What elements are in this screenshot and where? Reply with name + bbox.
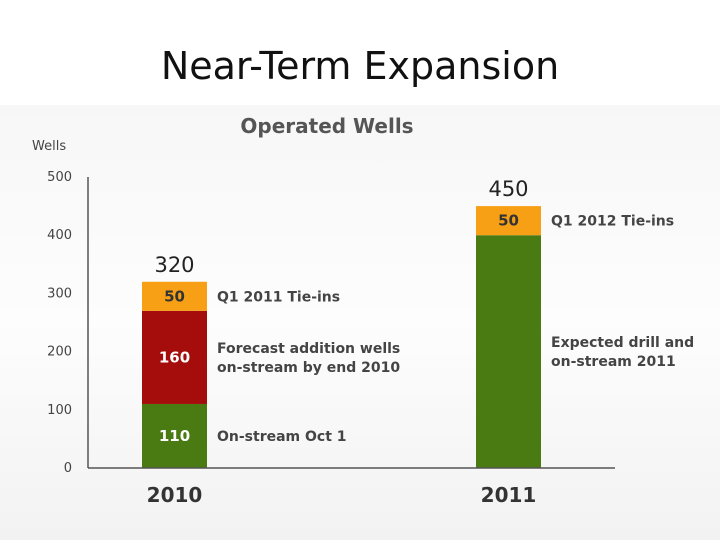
y-axis-label: Wells xyxy=(32,139,66,154)
x-category-label: 2010 xyxy=(147,483,203,507)
chart-title: Operated Wells xyxy=(240,114,413,138)
y-axis-ticks: 0 100 200 300 400 500 xyxy=(47,170,72,476)
bar-segment xyxy=(142,403,207,468)
y-tick-label: 400 xyxy=(47,228,72,243)
bar-segment xyxy=(142,310,207,404)
y-tick-label: 200 xyxy=(47,345,72,360)
bar-segment xyxy=(476,235,541,468)
slide-title: Near-Term Expansion xyxy=(160,44,560,88)
segment-annotation: Forecast addition wells xyxy=(217,341,400,357)
segment-value-label: 50 xyxy=(164,287,185,305)
segment-annotation: on-stream 2011 xyxy=(551,354,676,370)
segment-value-label: 160 xyxy=(159,348,190,366)
bar-segment xyxy=(142,281,207,311)
x-category-label: 2011 xyxy=(481,483,537,507)
bars xyxy=(142,206,541,468)
y-tick-label: 300 xyxy=(47,286,72,301)
y-tick-label: 0 xyxy=(64,461,72,476)
segment-annotation: Q1 2012 Tie-ins xyxy=(551,214,674,230)
segment-annotation: Expected drill and xyxy=(551,335,694,351)
segment-annotation: On-stream Oct 1 xyxy=(217,429,347,445)
y-tick-label: 100 xyxy=(47,403,72,418)
bar-total-label: 320 xyxy=(154,253,194,277)
segment-annotation: on-stream by end 2010 xyxy=(217,360,400,376)
bar-segment xyxy=(476,206,541,236)
segment-value-label: 50 xyxy=(498,212,519,230)
y-tick-label: 500 xyxy=(47,170,72,185)
bar-labels: 110 On-stream Oct 1 160 Forecast addition w… xyxy=(147,177,694,507)
bar-total-label: 450 xyxy=(488,177,528,201)
segment-value-label: 110 xyxy=(159,427,190,445)
segment-annotation: Q1 2011 Tie-ins xyxy=(217,289,340,305)
